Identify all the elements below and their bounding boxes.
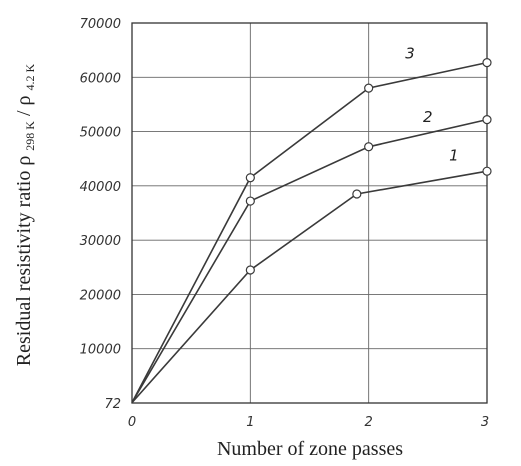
y-tick-labels: 72 10000 20000 30000 40000 50000 60000 70000 <box>80 17 121 412</box>
y-tick-label: 50000 <box>80 126 121 141</box>
y-axis-label-main: Residual resistivity ratio ρ <box>13 156 35 367</box>
plot-frame <box>131 22 488 404</box>
series-1-point <box>352 189 362 199</box>
y-tick-label: 30000 <box>80 234 121 249</box>
series-3-point <box>245 173 255 183</box>
marker-layer <box>245 58 492 275</box>
curve-label-1: 1 <box>449 146 459 164</box>
x-tick-label: 1 <box>246 415 254 430</box>
y-tick-label: 40000 <box>80 180 121 195</box>
grid-layer <box>132 23 487 403</box>
curve-labels: 1 2 3 <box>405 44 458 164</box>
y-axis-label: Residual resistivity ratio ρ 298 K / ρ 4… <box>13 63 39 366</box>
y-tick-label: 72 <box>104 397 121 412</box>
series-2-point <box>364 142 374 152</box>
y-tick-label: 20000 <box>80 288 121 303</box>
series-line-3 <box>131 61 488 403</box>
series-3-point <box>364 83 374 93</box>
x-tick-label: 3 <box>481 415 489 430</box>
series-2-point <box>245 196 255 206</box>
series-line-1 <box>131 170 488 404</box>
x-tick-label: 2 <box>365 415 373 430</box>
series-line-2 <box>131 118 488 404</box>
curve-label-3: 3 <box>405 44 415 62</box>
y-tick-label: 70000 <box>80 17 121 32</box>
series-1-point <box>245 265 255 275</box>
y-tick-label: 10000 <box>80 343 121 358</box>
y-axis-label-slash: / ρ <box>13 95 35 116</box>
series-layer <box>131 61 488 404</box>
series-1-point <box>482 166 492 176</box>
y-axis-label-sub-4k: 4.2 K <box>23 63 37 90</box>
curve-label-2: 2 <box>423 108 433 126</box>
x-tick-label: 0 <box>128 415 136 430</box>
y-axis-label-sub-298: 298 K <box>23 121 37 151</box>
x-axis-label: Number of zone passes <box>217 438 403 460</box>
series-2-point <box>482 115 492 125</box>
y-tick-label: 60000 <box>80 71 121 86</box>
x-tick-labels: 0 1 2 3 <box>128 415 489 430</box>
series-3-point <box>482 58 492 68</box>
